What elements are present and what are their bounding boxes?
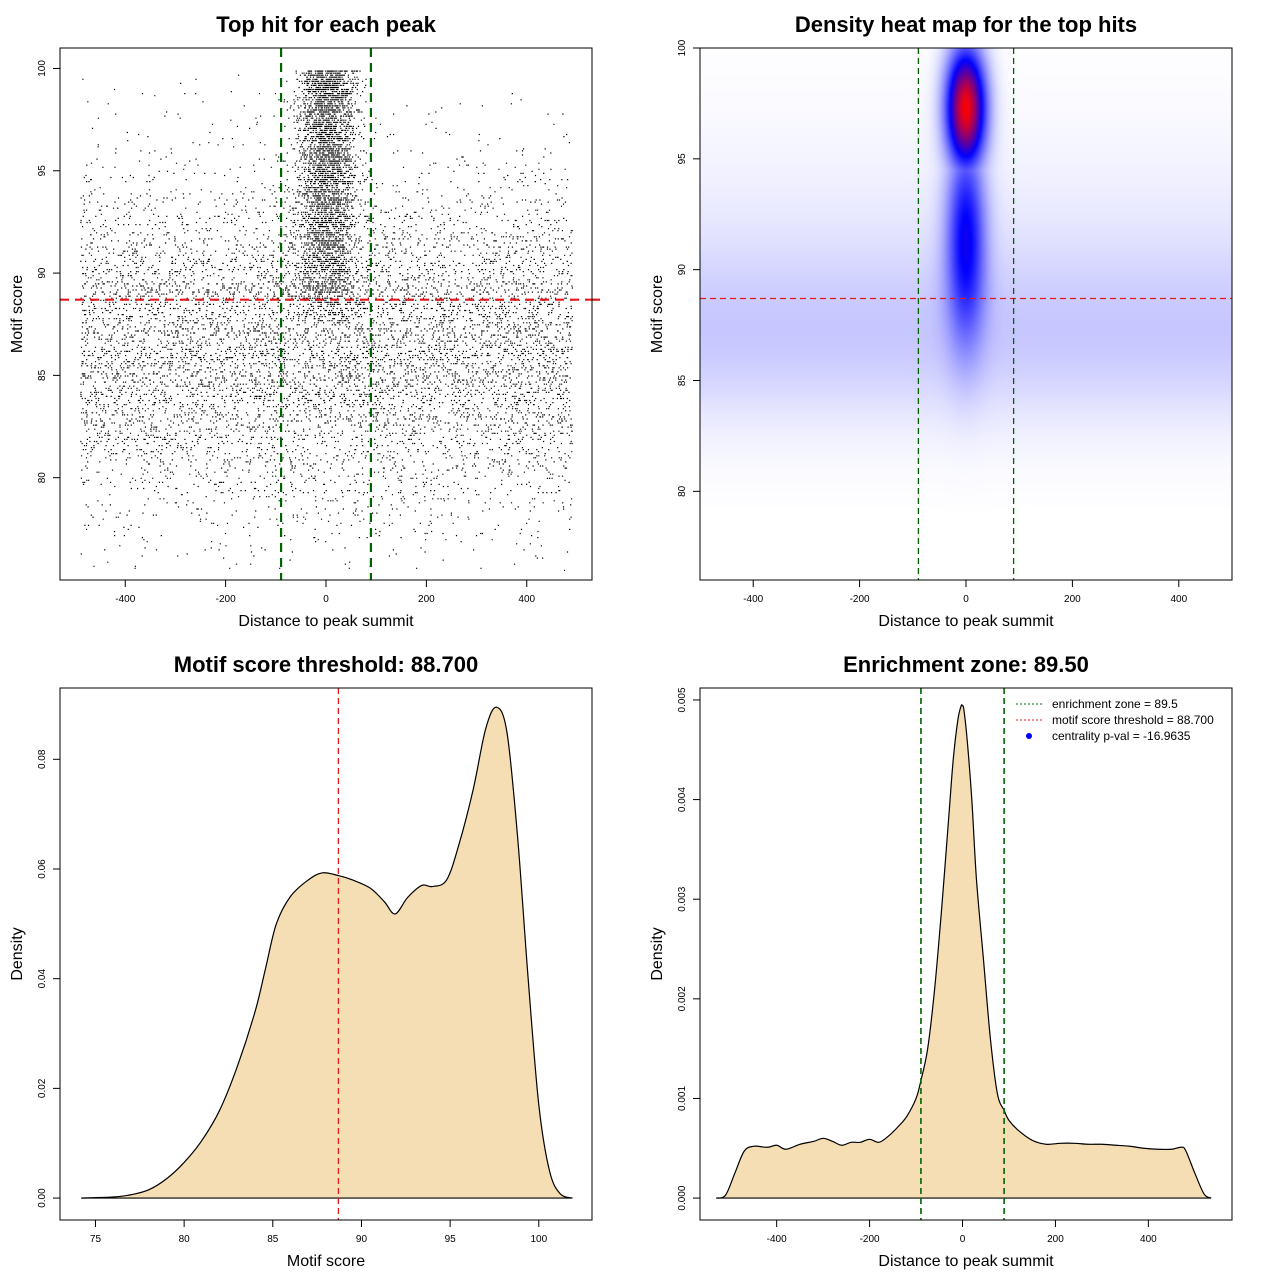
x-tick-label: 200 — [1047, 1234, 1064, 1245]
y-tick-label: 0.00 — [37, 1188, 48, 1208]
x-tick-label: -400 — [743, 594, 763, 605]
y-tick-label: 90 — [677, 264, 688, 276]
x-tick-label: -400 — [115, 594, 135, 605]
plot-frame — [59, 47, 593, 581]
x-tick-label: 400 — [1140, 1234, 1157, 1245]
plot-frame — [699, 47, 1233, 581]
legend-label: enrichment zone = 89.5 — [1052, 697, 1178, 711]
y-tick-label: 0.001 — [677, 1086, 688, 1111]
x-tick-label: 0 — [960, 1234, 966, 1245]
x-tick-label: 80 — [179, 1234, 191, 1245]
y-axis-label: Density — [649, 927, 666, 980]
legend-label: motif score threshold = 88.700 — [1052, 713, 1214, 727]
heatmap-panel: Density heat map for the top hits Distanc… — [649, 12, 1233, 630]
y-axis-label: Motif score — [9, 275, 26, 353]
x-tick-label: 90 — [356, 1234, 368, 1245]
y-tick-label: 90 — [37, 267, 48, 279]
density-area — [81, 707, 573, 1199]
y-tick-label: 0.08 — [37, 749, 48, 769]
y-tick-label: 100 — [677, 39, 688, 56]
y-tick-label: 85 — [677, 375, 688, 387]
y-tick-label: 80 — [677, 485, 688, 497]
x-tick-label: 200 — [1064, 594, 1081, 605]
x-tick-label: -400 — [767, 1234, 787, 1245]
x-tick-label: 100 — [530, 1234, 547, 1245]
y-tick-label: 95 — [37, 165, 48, 177]
x-axis-label: Distance to peak summit — [238, 613, 414, 630]
scatter-points — [80, 70, 573, 571]
y-tick-label: 0.000 — [677, 1185, 688, 1210]
legend-label: centrality p-val = -16.9635 — [1052, 729, 1191, 743]
x-tick-label: 0 — [323, 594, 329, 605]
chart-title: Enrichment zone: 89.50 — [843, 652, 1089, 677]
density-heatmap — [700, 48, 1232, 580]
y-tick-label: 0.002 — [677, 986, 688, 1011]
x-tick-label: -200 — [850, 594, 870, 605]
y-tick-label: 0.04 — [37, 969, 48, 989]
chart-title: Top hit for each peak — [216, 12, 436, 37]
chart-title: Motif score threshold: 88.700 — [174, 652, 478, 677]
y-tick-label: 0.004 — [677, 787, 688, 812]
y-tick-label: 0.02 — [37, 1078, 48, 1098]
plot-frame — [59, 687, 593, 1221]
y-tick-label: 100 — [37, 60, 48, 77]
density-area — [716, 704, 1212, 1199]
y-tick-label: 95 — [677, 153, 688, 165]
y-tick-label: 85 — [37, 369, 48, 381]
x-tick-label: 95 — [445, 1234, 457, 1245]
scatter-panel: Top hit for each peak Distance to peak su… — [9, 12, 600, 630]
density-panel: Enrichment zone: 89.50 Distance to peak s… — [649, 652, 1233, 1270]
x-tick-label: 75 — [90, 1234, 102, 1245]
y-axis-label: Density — [9, 927, 26, 980]
y-tick-label: 80 — [37, 472, 48, 484]
x-tick-label: 200 — [418, 594, 435, 605]
density-curve — [81, 706, 573, 1199]
chart-title: Density heat map for the top hits — [795, 12, 1137, 37]
y-tick-label: 0.005 — [677, 687, 688, 712]
legend: enrichment zone = 89.5 motif score thresh… — [1016, 697, 1214, 743]
y-axis-label: Motif score — [649, 275, 666, 353]
x-tick-label: 0 — [963, 594, 969, 605]
legend-marker — [1026, 733, 1032, 739]
x-axis-label: Distance to peak summit — [878, 613, 1054, 630]
x-tick-label: -200 — [216, 594, 236, 605]
plot-frame — [699, 687, 1233, 1221]
density-curve — [716, 704, 1212, 1199]
x-tick-label: -200 — [860, 1234, 880, 1245]
scatter-point — [80, 70, 573, 571]
density-panel: Motif score threshold: 88.700 Motif score… — [9, 652, 593, 1270]
y-tick-label: 0.06 — [37, 859, 48, 879]
x-tick-label: 400 — [1170, 594, 1187, 605]
x-axis-label: Distance to peak summit — [878, 1253, 1054, 1270]
x-axis-label: Motif score — [287, 1253, 365, 1270]
x-tick-label: 400 — [518, 594, 535, 605]
x-tick-label: 85 — [267, 1234, 279, 1245]
y-tick-label: 0.003 — [677, 886, 688, 911]
